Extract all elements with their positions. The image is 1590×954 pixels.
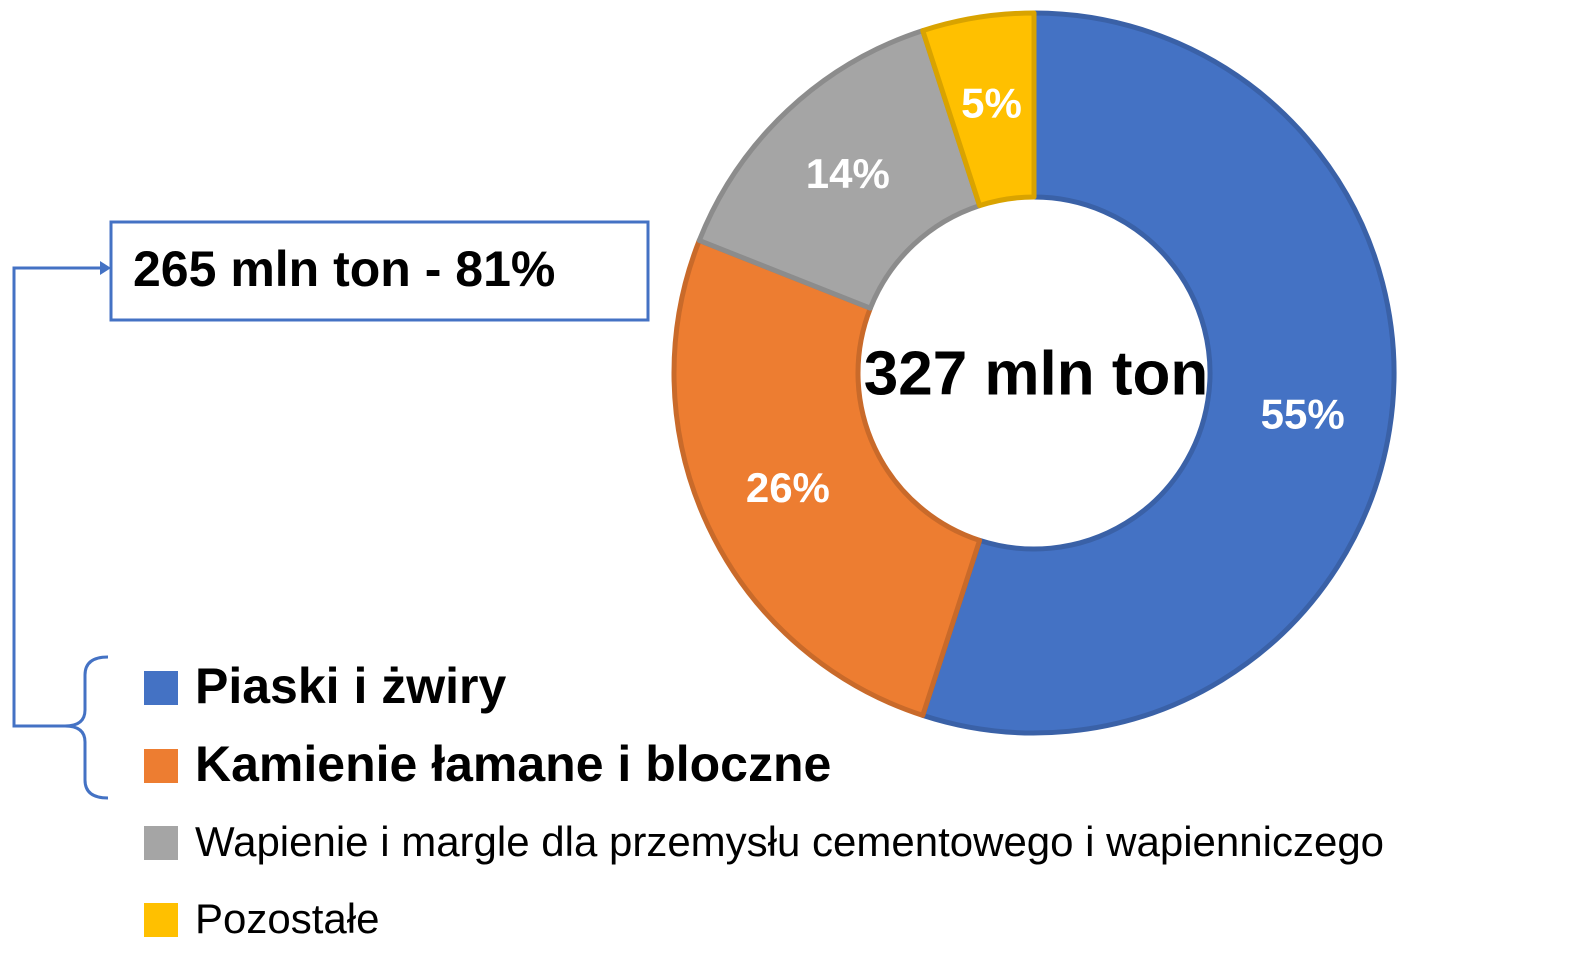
legend-label: Pozostałe <box>195 895 379 942</box>
legend-swatch <box>144 903 178 937</box>
slice <box>920 10 1037 209</box>
arrow-head <box>100 261 111 275</box>
slice <box>920 10 1397 736</box>
data-label: 5% <box>961 79 1022 126</box>
slice <box>696 28 983 311</box>
legend-swatch <box>144 671 178 705</box>
legend-swatch <box>144 749 178 783</box>
legend-swatch <box>144 826 178 860</box>
curly-brace <box>64 655 109 800</box>
legend-label: Wapienie i margle dla przemysłu cementow… <box>195 818 1384 865</box>
slice <box>671 237 983 718</box>
bracket-line <box>12 266 100 728</box>
annotation-box <box>109 220 650 322</box>
data-label: 26% <box>746 464 830 511</box>
annotation: 265 mln ton - 81% <box>133 241 555 297</box>
data-label: 14% <box>806 150 890 197</box>
legend-label: Kamienie łamane i bloczne <box>195 736 831 792</box>
legend-label: Piaski i żwiry <box>195 658 506 714</box>
center-label: 327 mln ton <box>864 339 1209 408</box>
data-label: 55% <box>1261 391 1345 438</box>
